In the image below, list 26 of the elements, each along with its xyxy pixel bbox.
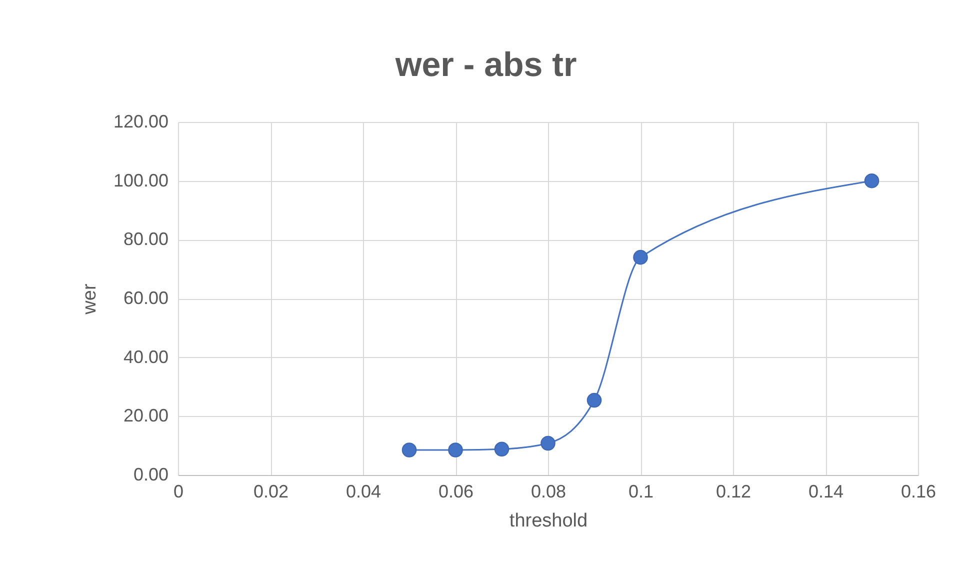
y-tick-label: 80.00 xyxy=(123,229,168,250)
y-tick-label: 60.00 xyxy=(123,288,168,308)
x-tick-label: 0.14 xyxy=(808,482,844,502)
y-tick-label: 0.00 xyxy=(133,464,168,484)
x-tick-label: 0.06 xyxy=(438,482,474,502)
point xyxy=(864,173,880,188)
y-tick-label: 20.00 xyxy=(123,406,168,426)
y-tick-label: 100.00 xyxy=(113,170,168,190)
chart-title: wer - abs tr xyxy=(394,46,577,84)
y-tick-label: 120.00 xyxy=(113,112,168,132)
x-tick-label: 0.12 xyxy=(716,482,752,502)
x-axis-title: threshold xyxy=(509,510,588,532)
x-tick-label: 0 xyxy=(173,482,184,502)
y-axis-title: wer xyxy=(79,283,100,316)
point xyxy=(633,250,648,265)
x-tick-label: 0.08 xyxy=(530,482,566,502)
point xyxy=(540,436,556,451)
x-tick-label: 0.1 xyxy=(628,482,654,502)
x-tick-label: 0.04 xyxy=(346,482,382,502)
point xyxy=(448,442,463,458)
x-tick-label: 0.16 xyxy=(900,482,936,502)
point xyxy=(402,442,417,458)
x-tick-label: 0.02 xyxy=(253,482,289,502)
y-tick-label: 40.00 xyxy=(123,346,168,367)
point xyxy=(494,442,510,456)
point xyxy=(586,392,602,408)
